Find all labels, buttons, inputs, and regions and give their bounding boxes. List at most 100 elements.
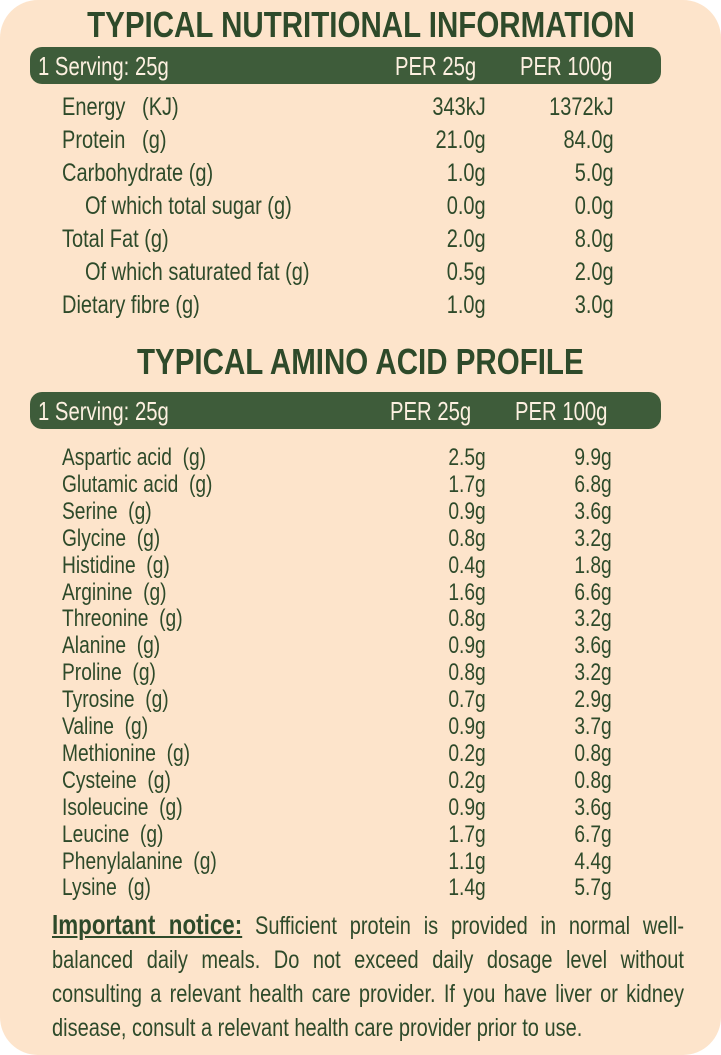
row-label: Protein (g): [62, 126, 167, 154]
value-per100: 3.6g: [574, 497, 612, 525]
serving-label: 1 Serving: 25g: [38, 396, 169, 426]
table-row: Glutamic acid (g) 1.7g 6.8g: [0, 471, 721, 501]
value-per100: 8.0g: [575, 225, 614, 253]
table-row: Glycine (g) 0.8g 3.2g: [0, 525, 721, 555]
table-row: Histidine (g) 0.4g 1.8g: [0, 552, 721, 582]
col-per25-header: PER 25g: [395, 51, 477, 81]
value-per25: 1.7g: [448, 470, 486, 498]
amino-title-text: TYPICAL AMINO ACID PROFILE: [137, 341, 584, 382]
row-label: Energy (KJ): [62, 93, 179, 121]
value-per100: 4.4g: [574, 847, 612, 875]
table-row: Protein (g) 21.0g 84.0g: [0, 126, 721, 156]
value-per25: 1.4g: [448, 874, 486, 902]
table-row: Arginine (g) 1.6g 6.6g: [0, 579, 721, 609]
table-row: Valine (g) 0.9g 3.7g: [0, 713, 721, 743]
value-per100: 3.0g: [575, 291, 614, 319]
row-label: Methionine (g): [62, 739, 191, 767]
table-row: Tyrosine (g) 0.7g 2.9g: [0, 686, 721, 716]
value-per25: 0.0g: [447, 192, 486, 220]
value-per25: 1.7g: [448, 820, 486, 848]
value-per25: 21.0g: [435, 126, 486, 154]
value-per25: 0.2g: [448, 739, 486, 767]
table-row: Alanine (g) 0.9g 3.6g: [0, 632, 721, 662]
value-per25: 0.4g: [448, 551, 486, 579]
value-per25: 0.9g: [448, 497, 486, 525]
row-label: Glutamic acid (g): [62, 470, 213, 498]
amino-title: TYPICAL AMINO ACID PROFILE: [0, 341, 721, 383]
value-per25: 0.5g: [447, 258, 486, 286]
row-label: Leucine (g): [62, 820, 164, 848]
amino-header-band: 1 Serving: 25g PER 25g PER 100g: [30, 392, 661, 429]
table-row: Of which total sugar (g) 0.0g 0.0g: [0, 192, 721, 222]
notice-heading: Important notice:: [52, 909, 243, 940]
row-label: Of which saturated fat (g): [85, 258, 310, 286]
row-label: Threonine (g): [62, 605, 183, 633]
value-per25: 0.7g: [448, 686, 486, 714]
row-label: Cysteine (g): [62, 766, 171, 794]
value-per25: 1.0g: [447, 159, 486, 187]
value-per100: 2.0g: [575, 258, 614, 286]
table-row: Of which saturated fat (g) 0.5g 2.0g: [0, 258, 721, 288]
table-row: Threonine (g) 0.8g 3.2g: [0, 605, 721, 635]
value-per100: 3.2g: [574, 659, 612, 687]
value-per100: 3.7g: [574, 713, 612, 740]
value-per25: 343kJ: [432, 93, 486, 121]
table-row: Proline (g) 0.8g 3.2g: [0, 659, 721, 689]
value-per25: 0.8g: [448, 605, 486, 633]
table-row: Energy (KJ) 343kJ 1372kJ: [0, 93, 721, 123]
serving-label: 1 Serving: 25g: [38, 51, 169, 81]
row-label: Dietary fibre (g): [62, 291, 200, 319]
row-label: Proline (g): [62, 659, 156, 687]
value-per100: 84.0g: [563, 126, 614, 154]
value-per100: 3.2g: [574, 524, 612, 552]
notice-text: Sufficient protein is provided in normal…: [52, 912, 684, 1042]
row-label: Serine (g): [62, 497, 152, 525]
row-label: Lysine (g): [62, 874, 151, 902]
table-row: Isoleucine (g) 0.9g 3.6g: [0, 794, 721, 824]
value-per100: 9.9g: [574, 444, 612, 471]
value-per25: 0.9g: [448, 632, 486, 660]
row-label: Isoleucine (g): [62, 793, 183, 821]
value-per100: 3.2g: [574, 605, 612, 633]
value-per25: 2.5g: [448, 444, 486, 471]
value-per100: 2.9g: [574, 686, 612, 714]
table-row: Dietary fibre (g) 1.0g 3.0g: [0, 291, 721, 321]
value-per100: 6.7g: [574, 820, 612, 848]
table-row: Aspartic acid (g) 2.5g 9.9g: [0, 444, 721, 474]
table-row: Methionine (g) 0.2g 0.8g: [0, 740, 721, 770]
value-per100: 6.8g: [574, 470, 612, 498]
col-per100-header: PER 100g: [515, 396, 608, 426]
value-per25: 0.8g: [448, 524, 486, 552]
value-per25: 2.0g: [447, 225, 486, 253]
value-per25: 0.2g: [448, 766, 486, 794]
row-label: Carbohydrate (g): [62, 159, 214, 187]
value-per25: 0.9g: [448, 713, 486, 740]
important-notice: Important notice: Sufficient protein is …: [52, 908, 684, 1045]
row-label: Valine (g): [62, 713, 149, 740]
row-label: Phenylalanine (g): [62, 847, 217, 875]
value-per100: 1372kJ: [549, 93, 615, 121]
value-per100: 0.0g: [575, 192, 614, 220]
nutrition-title: TYPICAL NUTRITIONAL INFORMATION: [0, 4, 721, 46]
value-per100: 6.6g: [574, 578, 612, 606]
row-label: Tyrosine (g): [62, 686, 169, 714]
row-label: Glycine (g): [62, 524, 161, 552]
table-row: Phenylalanine (g) 1.1g 4.4g: [0, 848, 721, 878]
nutrition-header-band: 1 Serving: 25g PER 25g PER 100g: [30, 47, 661, 84]
row-label: Total Fat (g): [62, 225, 169, 253]
col-per100-header: PER 100g: [520, 51, 613, 81]
value-per100: 0.8g: [574, 739, 612, 767]
table-row: Leucine (g) 1.7g 6.7g: [0, 821, 721, 851]
col-per25-header: PER 25g: [390, 396, 472, 426]
nutrition-title-text: TYPICAL NUTRITIONAL INFORMATION: [86, 4, 635, 45]
value-per100: 1.8g: [574, 551, 612, 579]
table-row: Carbohydrate (g) 1.0g 5.0g: [0, 159, 721, 189]
value-per25: 0.9g: [448, 793, 486, 821]
row-label: Alanine (g): [62, 632, 161, 660]
table-row: Serine (g) 0.9g 3.6g: [0, 498, 721, 528]
value-per100: 0.8g: [574, 766, 612, 794]
table-row: Lysine (g) 1.4g 5.7g: [0, 874, 721, 904]
value-per25: 1.6g: [448, 578, 486, 606]
value-per100: 3.6g: [574, 632, 612, 660]
